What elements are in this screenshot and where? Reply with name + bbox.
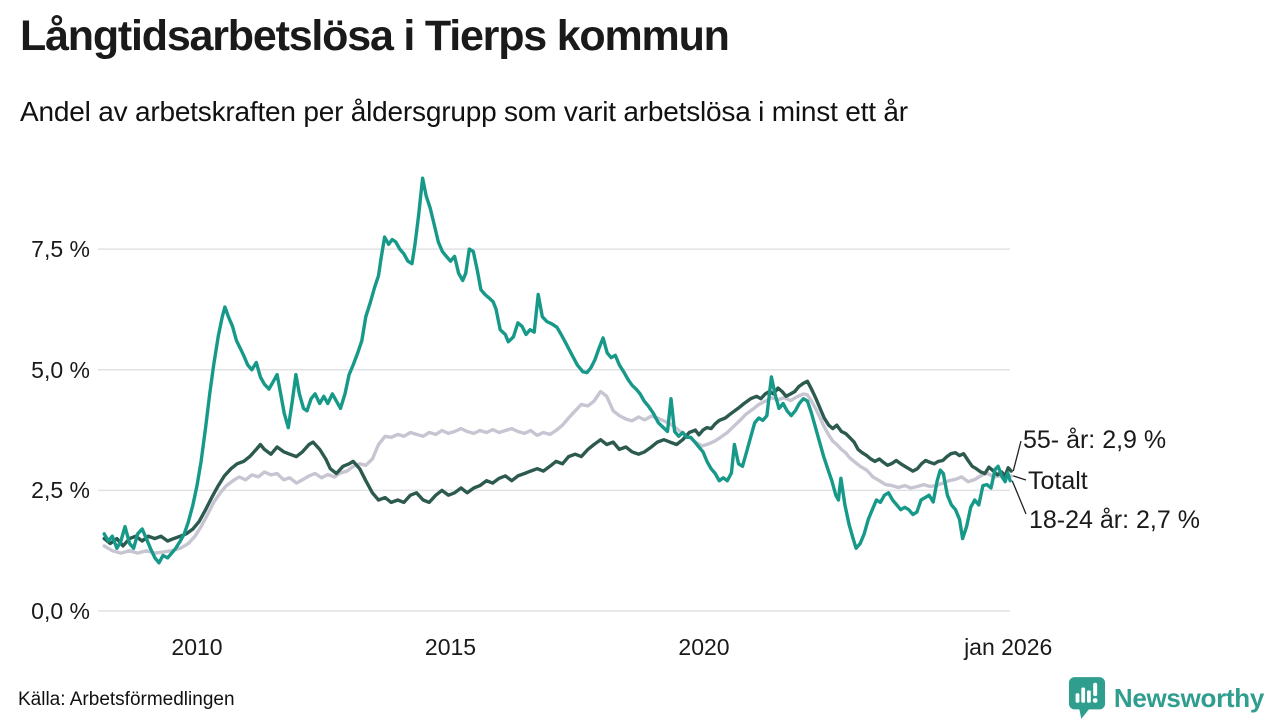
series-end-label-55-ar: 55- år: 2,9 % [1023, 426, 1167, 454]
y-tick-label: 7,5 % [31, 236, 90, 263]
page-title: Långtidsarbetslösa i Tierps kommun [20, 12, 730, 60]
series-line-Totalt [102, 389, 1013, 555]
series-end-label-18-24-ar: 18-24 år: 2,7 % [1029, 506, 1200, 534]
x-tick-label: jan 2026 [964, 634, 1053, 660]
chart-subtitle: Andel av arbetskraften per åldersgrupp s… [20, 96, 908, 127]
x-tick-label: 2010 [171, 634, 223, 660]
x-tick-label: 2020 [678, 634, 730, 660]
y-tick-label: 0,0 % [31, 598, 90, 624]
newsworthy-chart-bubble-icon [1068, 676, 1106, 720]
brand-logo: Newsworthy [1068, 676, 1264, 720]
leader-line-Totalt [1013, 475, 1027, 481]
y-tick-label: 2,5 % [31, 477, 90, 504]
leader-line-18-24 år [1011, 480, 1027, 515]
series-end-label-totalt: Totalt [1028, 467, 1088, 495]
leader-line-55- år [1012, 440, 1022, 472]
source-note: Källa: Arbetsförmedlingen [18, 689, 235, 710]
x-tick-label: 2015 [424, 634, 477, 660]
series-line-18-24 år [102, 176, 1012, 565]
brand-name: Newsworthy [1113, 682, 1264, 713]
series-line-55- år [102, 379, 1013, 548]
y-tick-label: 5,0 % [31, 356, 90, 383]
